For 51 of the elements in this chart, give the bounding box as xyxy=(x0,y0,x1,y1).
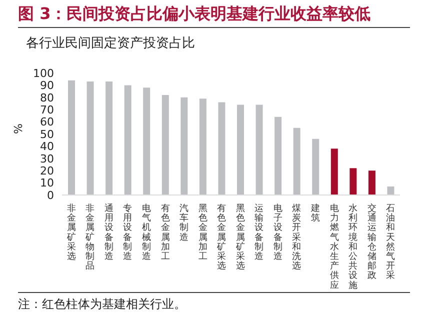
y-tick-label: 60 xyxy=(40,116,54,129)
bar xyxy=(274,116,282,195)
y-tick-label: 90 xyxy=(40,79,54,92)
bar xyxy=(368,170,376,195)
bar xyxy=(124,85,132,195)
bar xyxy=(143,88,150,195)
x-tick-label: 汽车制造 xyxy=(180,203,189,243)
x-tick-label: 运输设备制造 xyxy=(254,203,264,262)
y-tick-label: 50 xyxy=(40,128,54,141)
category-label: 电力燃气水生产供应 xyxy=(330,204,339,291)
y-tick-label: 10 xyxy=(40,176,54,190)
bar xyxy=(350,168,357,195)
bar xyxy=(199,98,206,195)
x-tick-label: 电气机械制造 xyxy=(142,203,151,262)
y-tick-label: 20 xyxy=(40,164,54,178)
x-tick-label: 非金属矿物制品 xyxy=(84,203,95,272)
bar xyxy=(218,102,226,195)
y-tick-label: 80 xyxy=(40,91,54,104)
bar xyxy=(180,97,188,195)
y-tick-label: 0 xyxy=(47,188,54,202)
y-tick-label: 30 xyxy=(40,152,54,166)
chart-subtitle: 各行业民间固定资产投资占比 xyxy=(26,35,196,52)
y-tick-label: 100 xyxy=(33,66,54,80)
chart-title: 图 3：民间投资占比偏小表明基建行业收益率较低 xyxy=(18,4,410,28)
x-tick-label: 交通运输仓储邮政 xyxy=(367,203,376,282)
bar xyxy=(330,148,338,195)
x-tick-label: 建筑 xyxy=(310,203,320,224)
x-tick-label: 黑色金属加工 xyxy=(198,203,208,262)
text: 注：红色柱体为基建相关行业。 xyxy=(18,296,187,313)
bar xyxy=(68,80,75,195)
y-tick-label: 40 xyxy=(40,140,54,154)
bar xyxy=(86,82,94,195)
bar xyxy=(256,104,263,195)
x-tick-label: 有色金属加工 xyxy=(160,203,170,262)
x-tick-label: 有色金属矿采选 xyxy=(216,203,226,272)
bar xyxy=(312,138,320,195)
bar xyxy=(237,104,244,195)
x-tick-label: 专用设备制造 xyxy=(123,203,132,262)
bar xyxy=(387,186,394,195)
y-tick-label: 70 xyxy=(40,104,54,117)
x-tick-label: 通用设备制造 xyxy=(104,203,114,262)
x-tick-label: 煤炭开采和洗选 xyxy=(292,203,302,272)
x-tick-label: 非金属矿采选 xyxy=(66,203,76,262)
bar xyxy=(293,128,300,195)
x-tick-label: 电子设备制造 xyxy=(273,203,282,262)
category-label: 水利环境和公共设施 xyxy=(348,204,358,291)
bar xyxy=(162,94,169,195)
bar xyxy=(106,82,113,195)
y-axis-title: % xyxy=(12,124,25,134)
x-tick-label: 石油和天然气开采 xyxy=(386,204,396,282)
x-tick-label: 黑色金属矿采选 xyxy=(234,203,245,272)
